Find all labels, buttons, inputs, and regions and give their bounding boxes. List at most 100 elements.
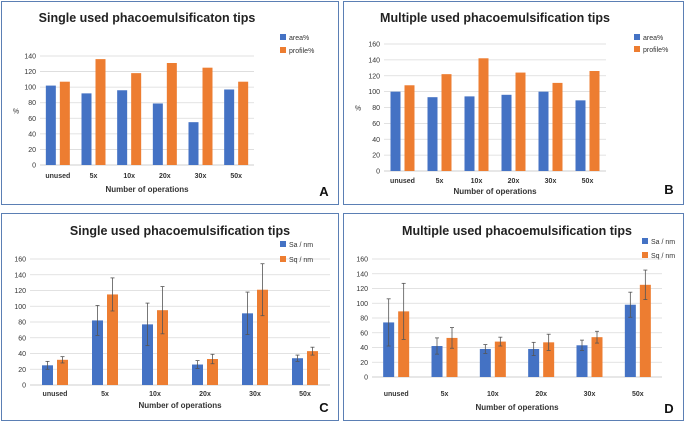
y-axis-label: %: [355, 106, 361, 113]
bar-sanm: [242, 313, 253, 385]
legend-label: Sa / nm: [289, 242, 313, 249]
x-tick-label: 30x: [584, 391, 596, 398]
x-tick-label: 20x: [508, 178, 520, 185]
x-tick-label: unused: [45, 173, 70, 180]
y-tick-label: 20: [28, 147, 36, 154]
y-tick-label: 120: [24, 69, 36, 76]
bar-area: [117, 90, 128, 165]
chart-panel-a: Single used phacoemulsificaton tips 0 20 40…: [1, 1, 339, 205]
bar-profile: [478, 58, 489, 171]
y-tick-label: 160: [356, 257, 368, 264]
bar-sqnm: [398, 311, 410, 377]
x-tick-label: unused: [390, 178, 415, 185]
bar-sqnm: [257, 289, 268, 385]
bar-profile: [404, 85, 415, 171]
y-tick-label: 20: [360, 360, 368, 367]
bar-profile: [166, 63, 177, 165]
y-tick-label: 140: [368, 57, 380, 64]
legend-label: Sq / nm: [289, 257, 313, 264]
x-axis-label: Number of operations: [453, 187, 537, 196]
x-tick-label: 30x: [249, 391, 261, 398]
chart-svg: Multiple used phacoemulsification tips 0 2…: [356, 224, 675, 416]
bar-sqnm: [591, 337, 603, 377]
y-tick-label: 40: [360, 345, 368, 352]
y-tick-label: 0: [22, 383, 26, 390]
legend-label: area%: [289, 35, 309, 42]
bar-area: [501, 94, 512, 171]
bar-sanm: [383, 322, 395, 377]
bar-sanm: [624, 304, 636, 377]
chart-svg: Single used phacoemulsification tips 0 20 4…: [14, 224, 330, 415]
y-tick-label: 120: [368, 73, 380, 80]
bar-profile: [441, 74, 452, 171]
legend-swatch: [642, 252, 648, 258]
y-tick-label: 120: [356, 286, 368, 293]
chart-title: Single used phacoemulsificaton tips: [39, 11, 256, 25]
bar-area: [81, 93, 92, 165]
bar-sqnm: [157, 310, 168, 385]
bar-sqnm: [57, 359, 68, 385]
y-tick-label: 20: [18, 367, 26, 374]
y-tick-label: 20: [372, 153, 380, 160]
bar-area: [188, 122, 199, 165]
legend-swatch: [280, 47, 286, 53]
y-tick-label: 80: [372, 105, 380, 112]
x-tick-label: 30x: [545, 178, 557, 185]
bar-sqnm: [494, 341, 506, 377]
bar-area: [152, 103, 163, 165]
y-tick-label: 100: [14, 304, 26, 311]
bar-sqnm: [207, 359, 218, 385]
bar-sanm: [528, 348, 540, 377]
x-tick-label: 5x: [90, 173, 98, 180]
bar-profile: [552, 82, 563, 171]
bar-sanm: [292, 358, 303, 385]
legend-label: Sa / nm: [651, 239, 675, 246]
x-axis-label: Number of operations: [138, 401, 222, 410]
bar-sqnm: [446, 337, 458, 377]
x-axis-label: Number of operations: [475, 403, 559, 412]
chart-svg: Single used phacoemulsificaton tips 0 20 40…: [13, 11, 329, 199]
y-tick-label: 80: [18, 320, 26, 327]
x-tick-label: 10x: [149, 391, 161, 398]
legend-swatch: [642, 238, 648, 244]
bar-area: [390, 91, 401, 171]
y-tick-label: 140: [24, 54, 36, 61]
x-tick-label: 10x: [471, 178, 483, 185]
x-tick-label: 50x: [299, 391, 311, 398]
y-tick-label: 40: [18, 351, 26, 358]
bar-area: [224, 89, 235, 165]
y-tick-label: 100: [356, 301, 368, 308]
chart-title: Multiple used phacoemulsification tips: [402, 224, 632, 238]
legend-swatch: [634, 46, 640, 52]
panel-letter: C: [319, 400, 329, 415]
legend-swatch: [280, 256, 286, 262]
y-tick-label: 100: [368, 89, 380, 96]
y-tick-label: 100: [24, 85, 36, 92]
x-tick-label: unused: [43, 391, 68, 398]
bar-profile: [131, 73, 142, 165]
bar-profile: [95, 59, 106, 165]
chart-title: Single used phacoemulsification tips: [70, 224, 290, 238]
y-axis-label: %: [13, 109, 19, 116]
bar-area: [45, 85, 56, 165]
legend-swatch: [280, 241, 286, 247]
chart-svg: Multiple used phacoemulsification tips 0 2…: [355, 11, 674, 197]
bar-sanm: [42, 365, 53, 385]
bar-profile: [202, 67, 213, 165]
bar-sqnm: [307, 351, 318, 385]
y-tick-label: 140: [356, 271, 368, 278]
y-tick-label: 0: [32, 163, 36, 170]
bar-sqnm: [639, 284, 651, 377]
bar-area: [427, 97, 438, 171]
y-tick-label: 40: [28, 131, 36, 138]
y-tick-label: 0: [364, 375, 368, 382]
y-tick-label: 80: [28, 100, 36, 107]
y-tick-label: 120: [14, 288, 26, 295]
chart-title: Multiple used phacoemulsification tips: [380, 11, 610, 25]
bar-area: [538, 91, 549, 171]
bar-sanm: [192, 364, 203, 385]
panel-letter: A: [319, 184, 329, 199]
bar-profile: [515, 72, 526, 171]
y-tick-label: 60: [28, 116, 36, 123]
bar-sanm: [431, 346, 443, 377]
